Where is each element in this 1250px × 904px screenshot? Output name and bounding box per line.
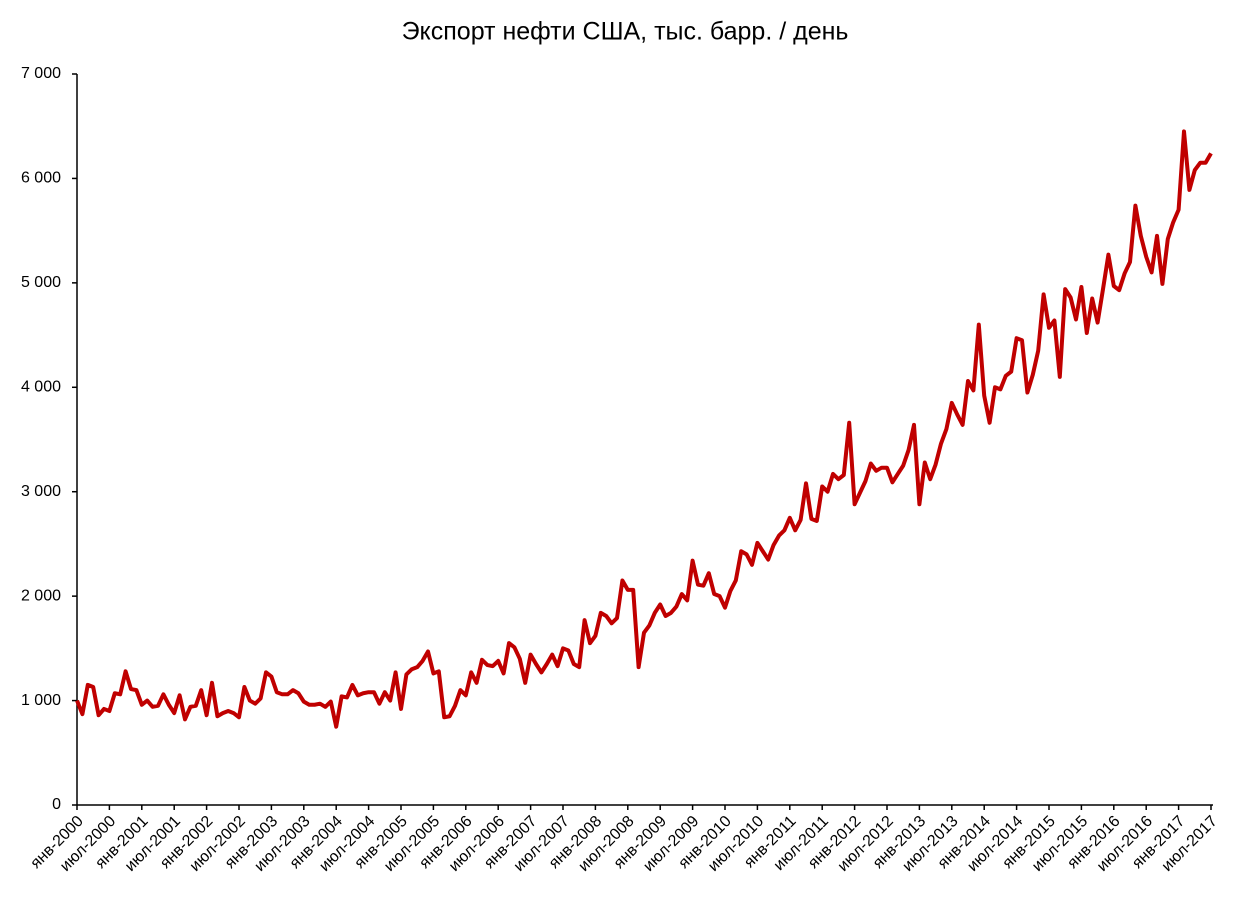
y-tick-label: 7 000 <box>21 65 61 82</box>
chart-title: Экспорт нефти США, тыс. барр. / день <box>402 18 849 46</box>
y-tick-label: 4 000 <box>21 379 61 396</box>
y-tick-label: 1 000 <box>21 692 61 709</box>
y-tick-label: 2 000 <box>21 587 61 604</box>
data-line <box>75 129 1213 729</box>
y-tick-label: 0 <box>52 796 61 813</box>
y-tick-label: 6 000 <box>21 170 61 187</box>
y-tick-label: 5 000 <box>21 274 61 291</box>
y-tick-label: 3 000 <box>21 483 61 500</box>
